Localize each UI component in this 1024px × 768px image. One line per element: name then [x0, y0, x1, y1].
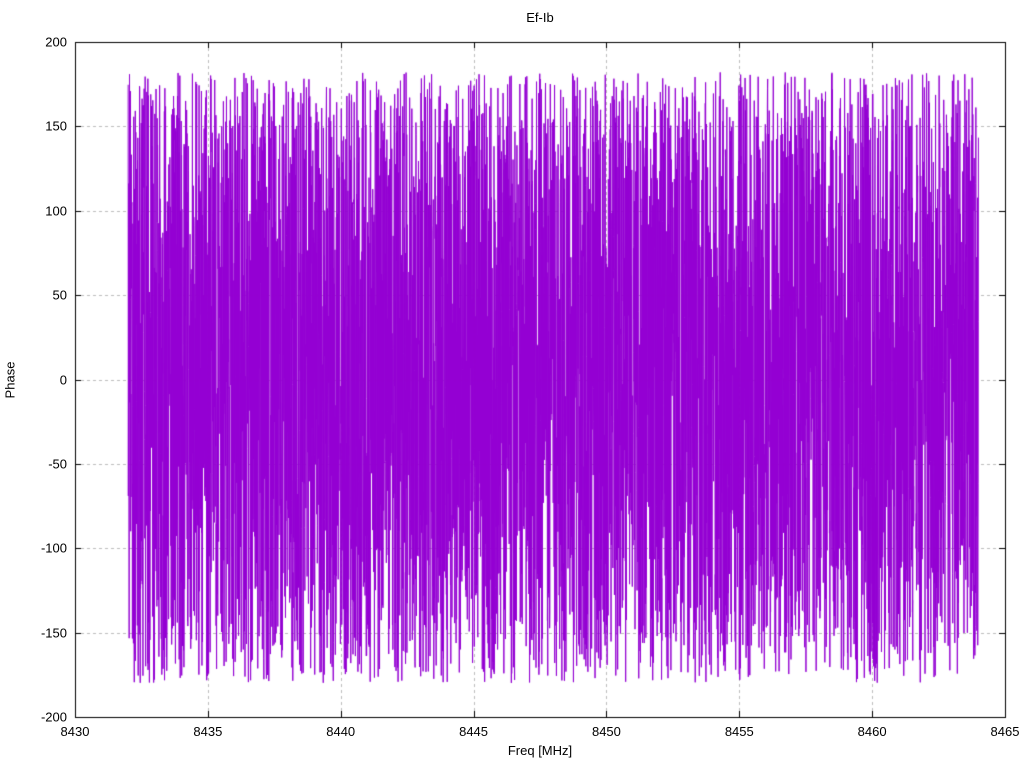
- y-tick-label: 200: [45, 34, 67, 50]
- y-tick-label: -50: [48, 456, 67, 472]
- x-tick-label: 8445: [459, 724, 489, 739]
- y-tick-label: -100: [40, 540, 67, 556]
- x-tick-label: 8465: [990, 724, 1020, 739]
- y-tick-label: 150: [45, 118, 67, 134]
- y-tick-label: 0: [59, 372, 67, 387]
- x-tick-label: 8450: [591, 724, 621, 739]
- y-tick-label: -150: [40, 625, 67, 641]
- chart-title: Ef-Ib: [526, 10, 554, 25]
- x-tick-label: 8440: [326, 724, 356, 739]
- x-tick-label: 8455: [724, 724, 754, 739]
- y-tick-label: 50: [52, 287, 67, 303]
- y-tick-label: 100: [45, 203, 67, 219]
- x-tick-label: 8430: [60, 724, 90, 739]
- x-tick-label: 8435: [193, 724, 223, 739]
- y-tick-label: -200: [40, 709, 67, 725]
- y-axis-label: Phase: [2, 361, 18, 399]
- x-axis-label: Freq [MHz]: [507, 743, 573, 758]
- x-tick-label: 8460: [857, 724, 887, 739]
